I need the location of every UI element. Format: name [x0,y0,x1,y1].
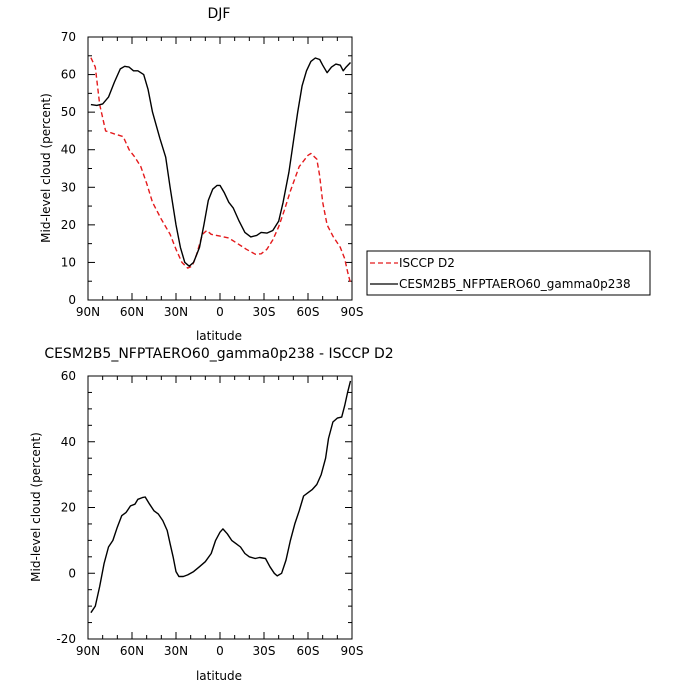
bottom-ticks [87,375,353,640]
top-y-axis-label: Mid-level cloud (percent) [39,93,53,243]
legend-label-isccp: ISCCP D2 [399,256,455,270]
top-plot-frame [87,36,353,301]
top-x-axis-label: latitude [196,329,242,343]
legend-label-cesm: CESM2B5_NFPTAERO60_gamma0p238 [399,277,631,291]
top-x-tick-label: 30N [164,305,188,319]
bottom-x-tick-label: 90S [341,644,364,658]
bottom-y-tick-labels: -20 0 20 40 60 [56,369,76,646]
bottom-plot-frame [87,375,353,640]
bottom-y-tick-label: 20 [61,501,76,515]
legend-box [366,250,651,296]
top-series-group [90,57,352,284]
top-x-tick-labels: 90N 60N 30N 0 30S 60S 90S [76,305,364,319]
top-panel: DJF 90N 60N 30N 0 30S 60S 90S 010203040506070 … [39,6,363,343]
bottom-y-axis-label: Mid-level cloud (percent) [29,432,43,582]
top-x-tick-label: 60S [297,305,320,319]
top-series-line-1 [90,57,352,267]
top-y-tick-labels: 0 10 20 30 40 50 60 70 [61,30,76,307]
bottom-x-tick-label: 60N [120,644,144,658]
top-y-tick-label: 30 [61,180,76,194]
top-y-tick-label: 10 [61,255,76,269]
bottom-x-tick-label: 0 [216,644,224,658]
bottom-panel-title: CESM2B5_NFPTAERO60_gamma0p238 - ISCCP D2 [44,346,393,362]
top-y-tick-label: 70 [61,30,76,44]
bottom-x-tick-label: 90N [76,644,100,658]
top-y-tick-label: 50 [61,105,76,119]
bottom-y-tick-label: 40 [61,435,76,449]
bottom-y-tick-label: -20 [56,632,76,646]
legend: ISCCP D2 CESM2B5_NFPTAERO60_gamma0p238 [366,250,651,296]
top-ticks [87,36,353,301]
bottom-series-line-0 [90,380,352,614]
top-x-tick-label: 0 [216,305,224,319]
top-y-tick-label: 0 [68,293,76,307]
bottom-y-tick-label: 60 [61,369,76,383]
top-series-line-0 [90,57,352,284]
top-x-tick-label: 60N [120,305,144,319]
bottom-x-tick-label: 30N [164,644,188,658]
top-x-tick-label: 90N [76,305,100,319]
bottom-series-group [90,380,352,614]
bottom-y-tick-label: 0 [68,566,76,580]
top-x-tick-label: 90S [341,305,364,319]
top-panel-title: DJF [208,6,231,22]
bottom-x-tick-labels: 90N 60N 30N 0 30S 60S 90S [76,644,364,658]
bottom-x-axis-label: latitude [196,669,242,683]
bottom-x-tick-label: 60S [297,644,320,658]
top-y-tick-label: 20 [61,218,76,232]
top-x-tick-label: 30S [253,305,276,319]
top-y-tick-label: 40 [61,143,76,157]
top-y-tick-label: 60 [61,68,76,82]
bottom-panel: CESM2B5_NFPTAERO60_gamma0p238 - ISCCP D2… [29,346,394,683]
bottom-x-tick-label: 30S [253,644,276,658]
